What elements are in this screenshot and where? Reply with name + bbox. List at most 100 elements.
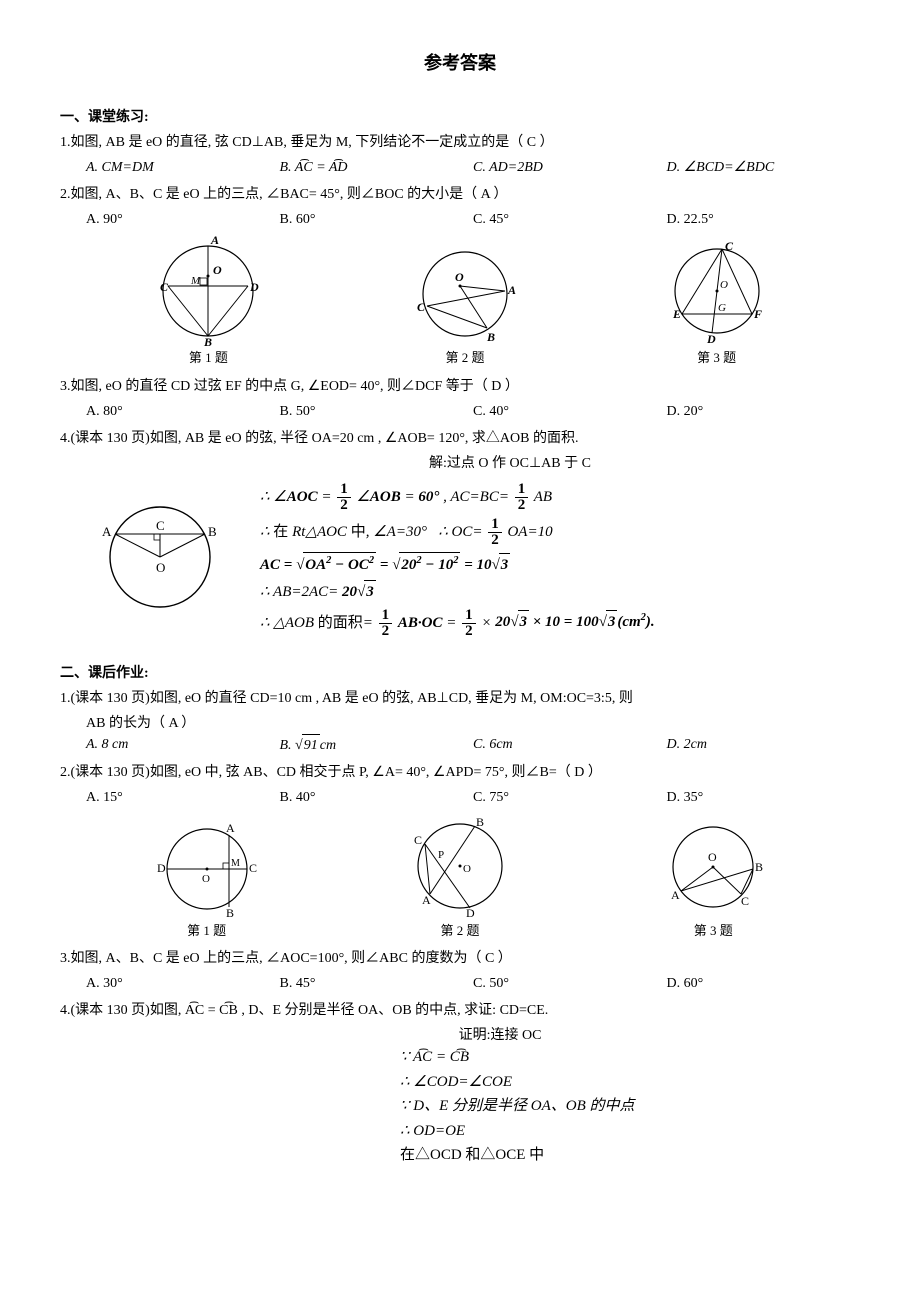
s2-q2-d: D. 35°	[667, 787, 861, 808]
s1-q2-d: D. 22.5°	[667, 209, 861, 230]
svg-text:C: C	[741, 894, 749, 908]
s1-fig2-cap: 第 2 题	[445, 348, 484, 368]
svg-text:A: A	[102, 524, 112, 539]
svg-text:M: M	[190, 275, 201, 287]
svg-text:D: D	[706, 332, 716, 346]
s2-q4-p1: ∵ A͡C = C͡B	[400, 1046, 860, 1069]
s2-q3-choices: A. 30° B. 45° C. 50° D. 60°	[86, 973, 860, 994]
s1-q3-text: 3.如图, eO 的直径 CD 过弦 EF 的中点 G, ∠EOD= 40°, …	[60, 379, 519, 394]
svg-text:O: O	[463, 863, 471, 875]
s1-q1-a: A. CM=DM	[86, 157, 280, 178]
s1-fig3-svg: C O G E F D	[662, 236, 772, 346]
s1-fig1-cap: 第 1 题	[189, 348, 228, 368]
s1-figures-row: A O M C D B 第 1 题 O A C B 第 2 题	[80, 236, 840, 368]
s2-q2-a: A. 15°	[86, 787, 280, 808]
svg-text:A: A	[671, 888, 680, 902]
s2-q2-b: B. 40°	[280, 787, 474, 808]
s1-q1-b: B. A͡C = A͡D	[280, 157, 474, 178]
svg-text:B: B	[476, 815, 484, 829]
svg-text:C: C	[249, 861, 257, 875]
s2-fig1-cap: 第 1 题	[187, 921, 226, 941]
svg-text:A: A	[226, 821, 235, 835]
s1-q2: 2.如图, A、B、C 是 eO 上的三点, ∠BAC= 45°, 则∠BOC …	[60, 184, 860, 205]
s1-q4-answer: A B C O ∴ ∠AOC = 12 ∠AOB = 60° , AC=BC= …	[60, 482, 860, 643]
svg-text:E: E	[672, 307, 681, 321]
svg-text:M: M	[231, 858, 240, 869]
svg-text:C: C	[414, 833, 422, 847]
svg-text:C: C	[160, 280, 169, 294]
s2-q3-b: B. 45°	[280, 973, 474, 994]
s1-fig1: A O M C D B 第 1 题	[148, 236, 268, 368]
s2-q4-proof-lead: 证明:连接 OC	[140, 1025, 860, 1046]
svg-text:O: O	[202, 873, 210, 885]
svg-text:P: P	[438, 849, 444, 861]
s1-q4-diagram: A B C O	[60, 492, 260, 612]
svg-text:A: A	[422, 893, 431, 907]
s2-fig2-cap: 第 2 题	[440, 921, 479, 941]
s2-q1-text2: AB 的长为（ A ）	[86, 713, 860, 734]
s1-q3-b: B. 50°	[280, 401, 474, 422]
s1-fig1-svg: A O M C D B	[148, 236, 268, 346]
s1-q1-text: 1.如图, AB 是 eO 的直径, 弦 CD⊥AB, 垂足为 M, 下列结论不…	[60, 135, 554, 150]
s2-q4-text: 4.(课本 130 页)如图, A͡C = C͡B , D、E 分别是半径 OA…	[60, 1003, 548, 1018]
s1-q2-b: B. 60°	[280, 209, 474, 230]
svg-text:O: O	[708, 850, 717, 864]
svg-text:D: D	[249, 280, 259, 294]
s1-q3-d: D. 20°	[667, 401, 861, 422]
s2-q3-a: A. 30°	[86, 973, 280, 994]
s2-fig3: O A B C 第 3 题	[653, 819, 773, 941]
s2-figures-row: A B D C O M 第 1 题 A B C D P O 第 2 题	[80, 814, 840, 941]
s2-q3-c: C. 50°	[473, 973, 667, 994]
s1-q1-d: D. ∠BCD=∠BDC	[667, 157, 861, 178]
svg-text:B: B	[208, 524, 217, 539]
s1-q3-choices: A. 80° B. 50° C. 40° D. 20°	[86, 401, 860, 422]
s1-q1-choices: A. CM=DM B. A͡C = A͡D C. AD=2BD D. ∠BCD=…	[86, 157, 860, 178]
s2-q4-p3: ∵ D、E 分别是半径 OA、OB 的中点	[400, 1098, 635, 1114]
s2-q4-proof: ∵ A͡C = C͡B ∴ ∠COD=∠COE ∵ D、E 分别是半径 OA、O…	[400, 1046, 860, 1167]
svg-text:C: C	[725, 239, 734, 253]
s1-q4-text: 4.(课本 130 页)如图, AB 是 eO 的弦, 半径 OA=20 cm …	[60, 431, 578, 446]
s1-q4-math: ∴ ∠AOC = 12 ∠AOB = 60° , AC=BC= 12 AB ∴ …	[260, 482, 860, 643]
svg-text:C: C	[156, 518, 165, 533]
svg-text:G: G	[718, 302, 726, 314]
svg-text:O: O	[455, 270, 464, 284]
s2-q4-p4: ∴ OD=OE	[400, 1120, 860, 1143]
svg-text:B: B	[226, 906, 234, 919]
s1-fig2: O A C B 第 2 题	[405, 246, 525, 368]
s2-q1-choices: A. 8 cm B. √91cm C. 6cm D. 2cm	[86, 734, 860, 756]
svg-text:D: D	[466, 906, 475, 919]
svg-text:B: B	[486, 330, 495, 344]
s2-q2: 2.(课本 130 页)如图, eO 中, 弦 AB、CD 相交于点 P, ∠A…	[60, 762, 860, 783]
svg-text:C: C	[417, 300, 426, 314]
s1-fig2-svg: O A C B	[405, 246, 525, 346]
svg-text:O: O	[213, 263, 222, 277]
s1-q1: 1.如图, AB 是 eO 的直径, 弦 CD⊥AB, 垂足为 M, 下列结论不…	[60, 132, 860, 153]
page-title: 参考答案	[60, 50, 860, 77]
s1-q4-sol-lead: 解:过点 O 作 OC⊥AB 于 C	[160, 453, 860, 474]
s2-fig2: A B C D P O 第 2 题	[400, 814, 520, 941]
s2-q4-p2: ∴ ∠COD=∠COE	[400, 1071, 860, 1094]
s2-q4: 4.(课本 130 页)如图, A͡C = C͡B , D、E 分别是半径 OA…	[60, 1000, 860, 1021]
s1-q3: 3.如图, eO 的直径 CD 过弦 EF 的中点 G, ∠EOD= 40°, …	[60, 376, 860, 397]
s1-q2-text: 2.如图, A、B、C 是 eO 上的三点, ∠BAC= 45°, 则∠BOC …	[60, 187, 508, 202]
s2-q1-text: 1.(课本 130 页)如图, eO 的直径 CD=10 cm , AB 是 e…	[60, 691, 633, 706]
s2-q1-b: B. √91cm	[280, 734, 474, 756]
s2-q1-d: D. 2cm	[667, 734, 861, 756]
s1-q3-a: A. 80°	[86, 401, 280, 422]
s1-fig3-cap: 第 3 题	[697, 348, 736, 368]
s1-q3-c: C. 40°	[473, 401, 667, 422]
s1-q2-choices: A. 90° B. 60° C. 45° D. 22.5°	[86, 209, 860, 230]
section1-heading: 一、课堂练习:	[60, 107, 860, 128]
s2-fig1: A B D C O M 第 1 题	[147, 819, 267, 941]
s2-fig3-cap: 第 3 题	[694, 921, 733, 941]
s2-q3-text: 3.如图, A、B、C 是 eO 上的三点, ∠AOC=100°, 则∠ABC …	[60, 951, 512, 966]
s2-q4-p5: 在△OCD 和△OCE 中	[400, 1147, 544, 1163]
s2-q1: 1.(课本 130 页)如图, eO 的直径 CD=10 cm , AB 是 e…	[60, 688, 860, 709]
svg-text:F: F	[753, 307, 762, 321]
s1-q1-c: C. AD=2BD	[473, 157, 667, 178]
svg-text:B: B	[203, 335, 212, 346]
svg-text:D: D	[157, 861, 166, 875]
s2-q1-a: A. 8 cm	[86, 734, 280, 756]
s2-q2-choices: A. 15° B. 40° C. 75° D. 35°	[86, 787, 860, 808]
svg-text:A: A	[507, 283, 516, 297]
